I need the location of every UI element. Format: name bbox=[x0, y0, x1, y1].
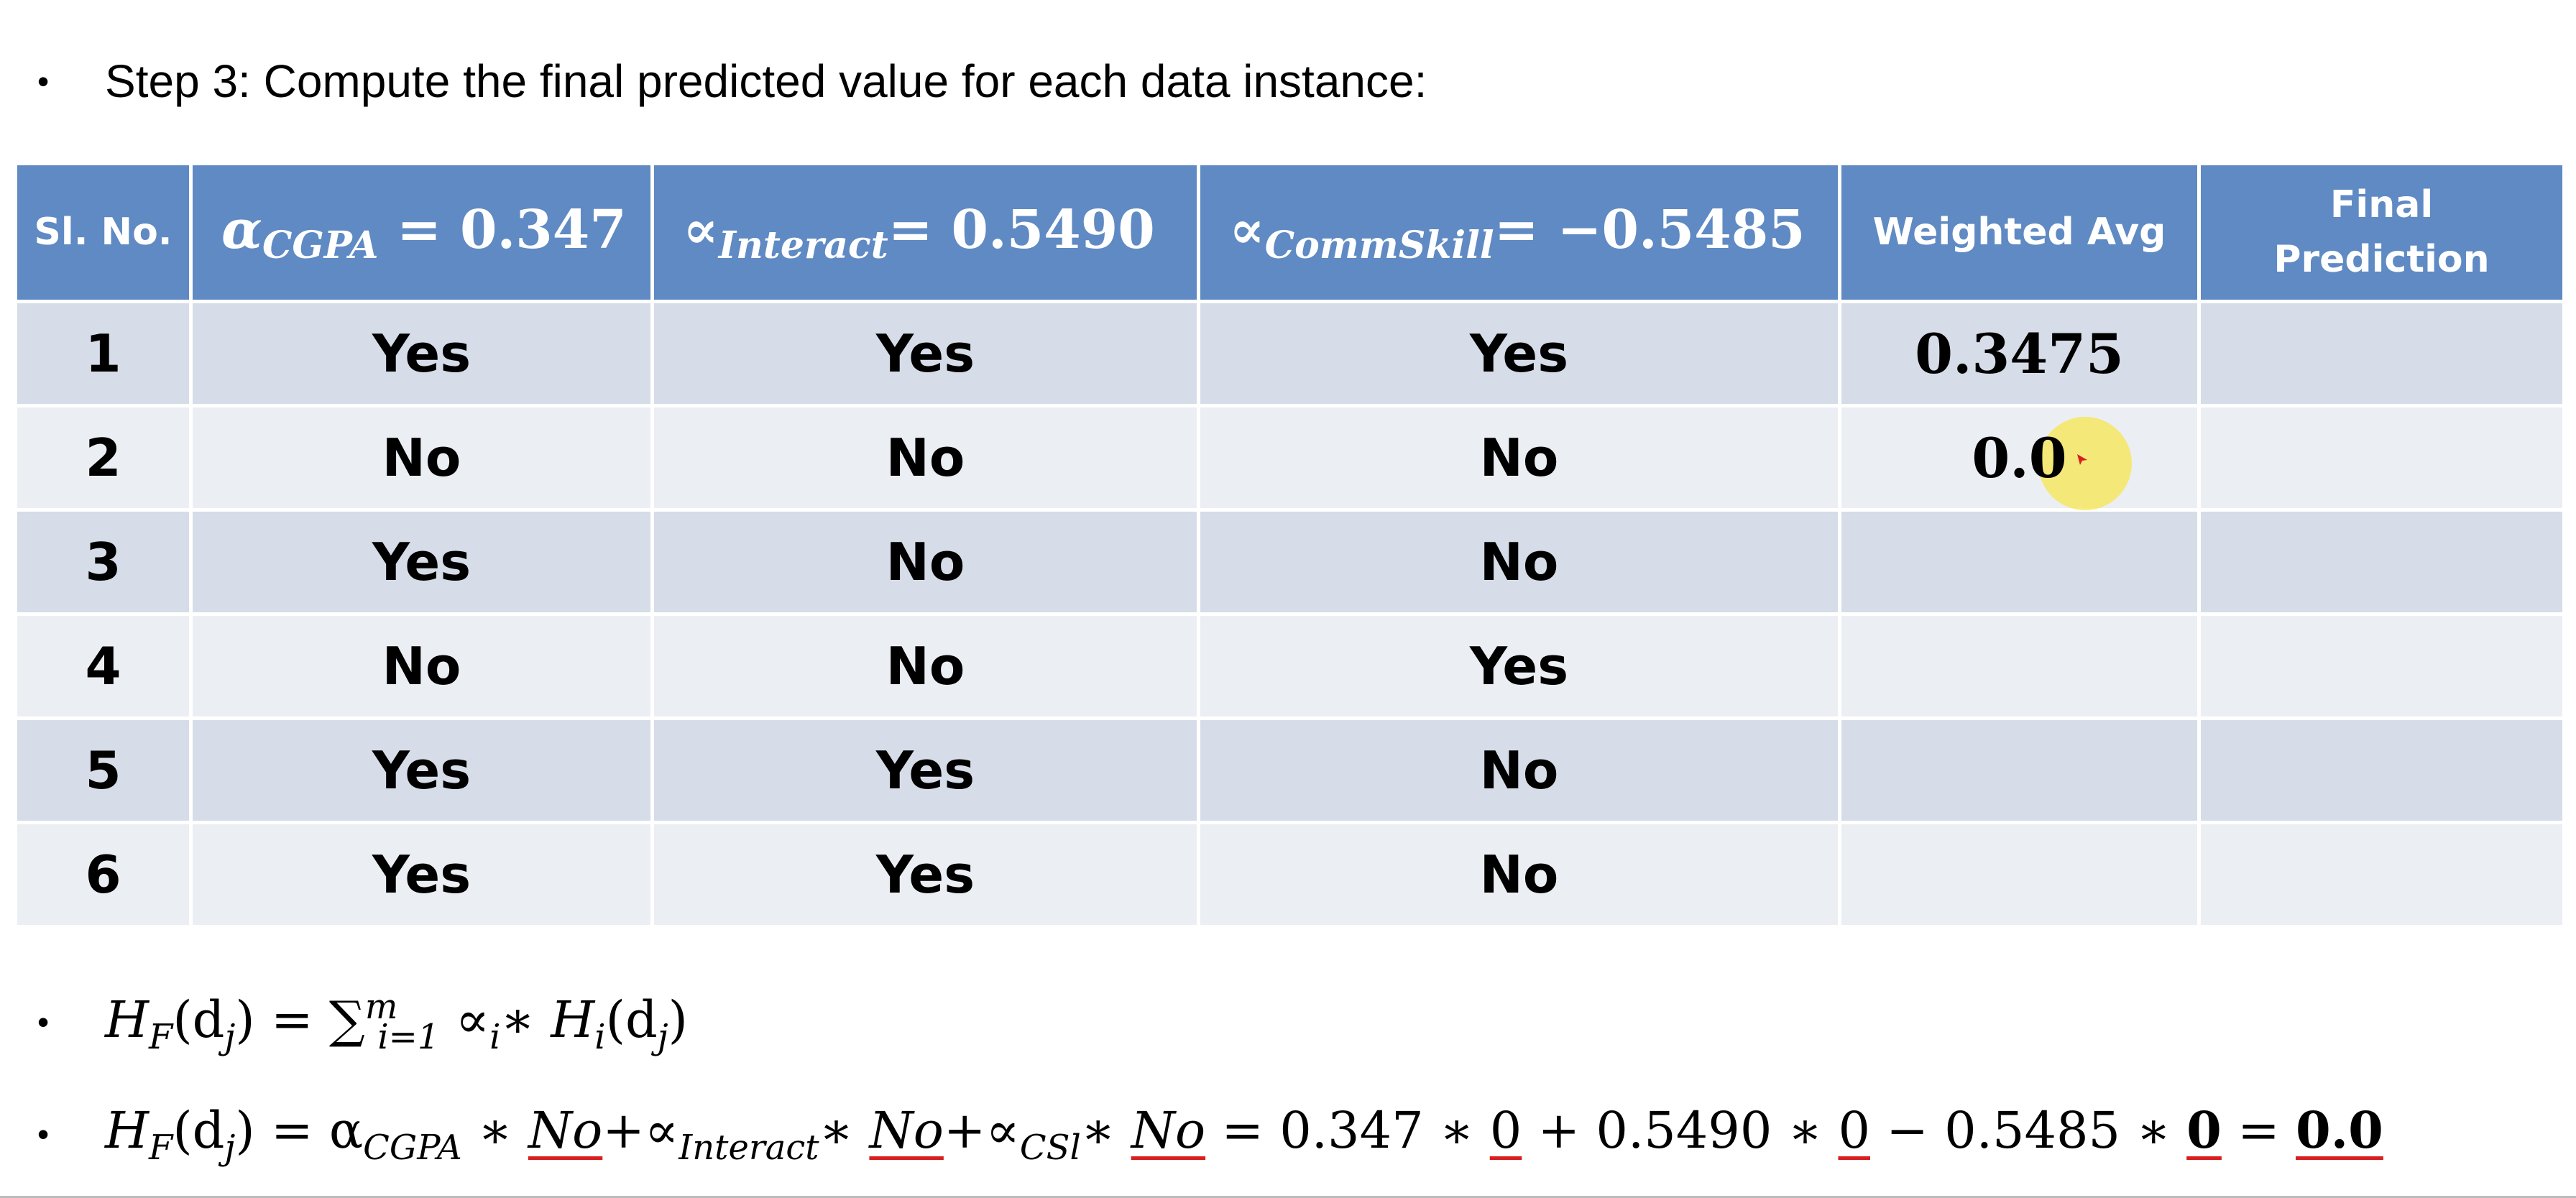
prediction-table: Sl. No. αCGPA = 0.347 ∝Interact= 0.5490 … bbox=[14, 162, 2566, 929]
propto-symbol: ∝ bbox=[683, 199, 719, 262]
cell-sl: 1 bbox=[14, 300, 193, 407]
cell-final bbox=[2197, 717, 2566, 824]
header-commskill-weight: ∝CommSkill= −0.5485 bbox=[1197, 162, 1841, 303]
cell-weighted bbox=[1838, 717, 2201, 824]
interact-subscript: Interact bbox=[718, 224, 888, 268]
step-text: Step 3: Compute the final predicted valu… bbox=[105, 55, 1427, 107]
cell-interact: Yes bbox=[650, 300, 1200, 407]
header-final-prediction: Final Prediction bbox=[2197, 162, 2566, 303]
cell-interact: Yes bbox=[650, 717, 1200, 824]
bottom-divider bbox=[0, 1196, 2576, 1198]
cell-commskill: No bbox=[1197, 508, 1841, 616]
header-cgpa-weight: αCGPA = 0.347 bbox=[189, 162, 654, 303]
bullet-icon: • bbox=[37, 1003, 50, 1041]
cell-cgpa: Yes bbox=[189, 821, 654, 929]
cell-weighted bbox=[1838, 508, 2201, 616]
cell-final bbox=[2197, 612, 2566, 720]
commskill-subscript: CommSkill bbox=[1264, 224, 1494, 268]
cell-cgpa: Yes bbox=[189, 508, 654, 616]
table-row: 3 Yes No No bbox=[14, 508, 2566, 616]
cell-interact: No bbox=[650, 612, 1200, 720]
cell-cgpa: Yes bbox=[189, 717, 654, 824]
header-sl-no: Sl. No. bbox=[14, 162, 193, 303]
cell-commskill: Yes bbox=[1197, 300, 1841, 407]
propto-symbol: ∝ bbox=[1229, 199, 1265, 262]
cell-interact: No bbox=[650, 404, 1200, 512]
formula-general-text: HF(dj) = ∑mi=1 ∝i∗ Hi(dj) bbox=[105, 987, 688, 1057]
cell-interact: Yes bbox=[650, 821, 1200, 929]
mouse-pointer-icon bbox=[2077, 454, 2087, 465]
step-heading: • Step 3: Compute the final predicted va… bbox=[0, 42, 2576, 121]
cell-final bbox=[2197, 404, 2566, 512]
cell-cgpa: Yes bbox=[189, 300, 654, 407]
cell-cgpa: No bbox=[189, 612, 654, 720]
header-interact-weight: ∝Interact= 0.5490 bbox=[650, 162, 1200, 303]
bullet-icon: • bbox=[37, 63, 50, 100]
table-header-row: Sl. No. αCGPA = 0.347 ∝Interact= 0.5490 … bbox=[14, 162, 2566, 303]
table-row: 1 Yes Yes Yes 0.3475 bbox=[14, 300, 2566, 407]
cell-interact: No bbox=[650, 508, 1200, 616]
header-weighted-avg: Weighted Avg bbox=[1838, 162, 2201, 303]
cell-commskill: No bbox=[1197, 404, 1841, 512]
table-row: 5 Yes Yes No bbox=[14, 717, 2566, 824]
table-row: 6 Yes Yes No bbox=[14, 821, 2566, 929]
alpha-symbol: α bbox=[221, 199, 262, 262]
cell-weighted bbox=[1838, 821, 2201, 929]
cell-final bbox=[2197, 821, 2566, 929]
formula-instance-2-text: HF(dj) = αCGPA ∗ No+∝Interact∗ No+∝CSl∗ … bbox=[105, 1100, 2383, 1168]
formula-general: • HF(dj) = ∑mi=1 ∝i∗ Hi(dj) bbox=[0, 979, 2576, 1065]
cell-commskill: No bbox=[1197, 821, 1841, 929]
cell-weighted: 0.0 bbox=[1838, 404, 2201, 512]
bullet-icon: • bbox=[37, 1115, 50, 1153]
table-row: 4 No No Yes bbox=[14, 612, 2566, 720]
cell-sl: 2 bbox=[14, 404, 193, 512]
cell-sl: 3 bbox=[14, 508, 193, 616]
cgpa-value: = 0.347 bbox=[378, 199, 627, 262]
cell-commskill: No bbox=[1197, 717, 1841, 824]
cgpa-subscript: CGPA bbox=[262, 224, 379, 268]
cell-final bbox=[2197, 508, 2566, 616]
cell-sl: 6 bbox=[14, 821, 193, 929]
formula-instance-2: • HF(dj) = αCGPA ∗ No+∝Interact∗ No+∝CSl… bbox=[0, 1091, 2576, 1177]
cell-weighted bbox=[1838, 612, 2201, 720]
cell-weighted: 0.3475 bbox=[1838, 300, 2201, 407]
cell-commskill: Yes bbox=[1197, 612, 1841, 720]
interact-value: = 0.5490 bbox=[888, 199, 1155, 262]
cell-final bbox=[2197, 300, 2566, 407]
cell-cgpa: No bbox=[189, 404, 654, 512]
cell-sl: 4 bbox=[14, 612, 193, 720]
commskill-value: = −0.5485 bbox=[1494, 199, 1806, 262]
cell-sl: 5 bbox=[14, 717, 193, 824]
table-row: 2 No No No 0.0 bbox=[14, 404, 2566, 512]
weighted-value: 0.0 bbox=[1972, 425, 2067, 490]
